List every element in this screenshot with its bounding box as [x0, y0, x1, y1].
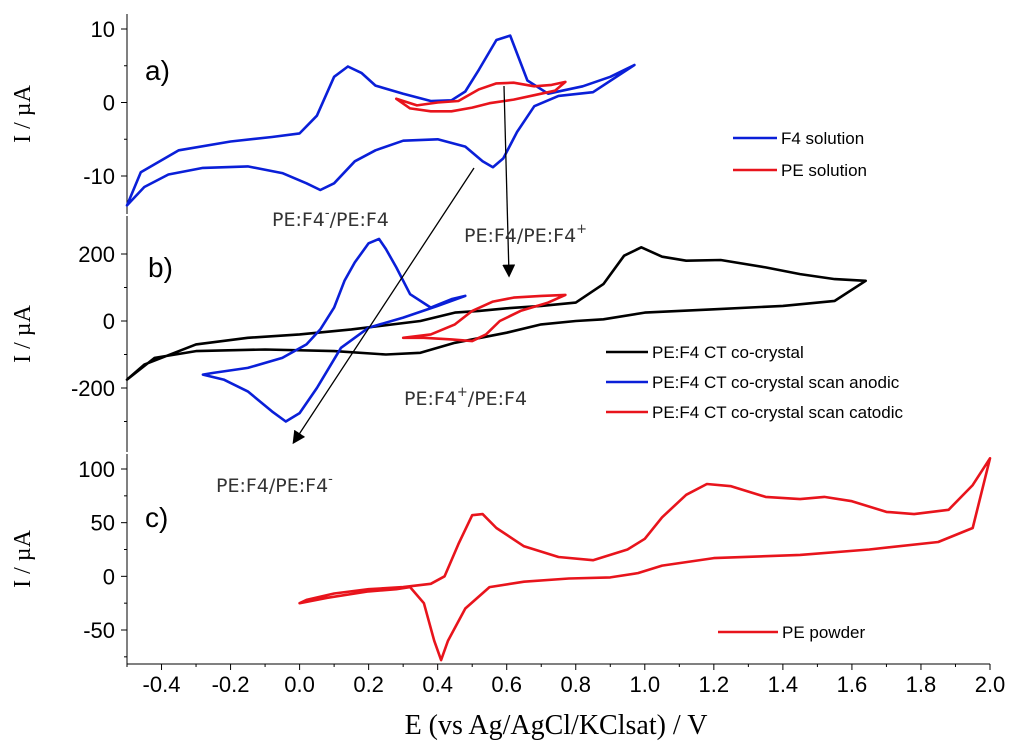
series-line	[125, 34, 636, 207]
panel-a: -10 0 10 I / µA a) F4 solution PE solution	[10, 14, 867, 214]
y-tick-label: 50	[91, 511, 115, 536]
y-tick-label: -50	[83, 618, 115, 643]
legend-entry: PE:F4 CT co-crystal scan anodic	[652, 373, 900, 392]
x-tick-label: 0.6	[491, 672, 522, 697]
panel-label: b)	[148, 252, 173, 283]
x-tick-label: 1.6	[837, 672, 868, 697]
annotation-label-3: PE:F4+/PE:F4	[404, 385, 527, 410]
y-tick-label: 200	[78, 242, 115, 267]
legend-entry: PE:F4 CT co-crystal scan catodic	[652, 403, 903, 422]
series-line	[298, 457, 992, 662]
y-tick-label: 0	[103, 564, 115, 589]
annotation-label-4: PE:F4/PE:F4-	[216, 472, 333, 497]
x-tick-label: 1.0	[630, 672, 661, 697]
arrow-anodic	[292, 167, 475, 445]
x-tick-label: -0.2	[212, 672, 250, 697]
panel-label: a)	[145, 55, 170, 86]
arrow-cathodic	[502, 85, 516, 278]
series-line	[395, 80, 567, 113]
x-tick-label: 0.4	[422, 672, 453, 697]
y-tick-label: 10	[91, 17, 115, 42]
panel-b: -200 0 200 I / µA b) PE:F4 CT co-crystal PE:F4…	[10, 216, 903, 452]
y-tick-label: -200	[71, 376, 115, 401]
x-tick-label: 2.0	[975, 672, 1006, 697]
series-line	[401, 293, 567, 343]
y-axis-title: I / µA	[10, 304, 36, 362]
legend-entry: PE:F4 CT co-crystal	[652, 343, 804, 362]
x-tick-label: 1.4	[768, 672, 799, 697]
y-axis-title: I / µA	[10, 84, 36, 142]
y-tick-label: 100	[78, 457, 115, 482]
panel-label: c)	[145, 502, 168, 533]
x-tick-label: 1.8	[906, 672, 937, 697]
annotation-label-2: PE:F4/PE:F4+	[464, 222, 587, 247]
legend-entry: PE powder	[782, 623, 865, 642]
panel-c: -50 0 50 100 I / µA c) PE powder -0.4 -0.2 0.0 0.2…	[10, 454, 1005, 697]
x-tick-label: -0.4	[143, 672, 181, 697]
annotation-label-1: PE:F4-/PE:F4	[272, 206, 389, 231]
series-line	[201, 237, 467, 423]
y-axis-title: I / µA	[10, 529, 36, 587]
x-tick-label: 0.2	[353, 672, 384, 697]
x-tick-label: 0.8	[560, 672, 591, 697]
x-tick-label: 0.0	[284, 672, 315, 697]
y-tick-label: 0	[103, 91, 115, 116]
x-tick-label: 1.2	[699, 672, 730, 697]
x-axis-title: E (vs Ag/AgCl/KClsat) / V	[405, 710, 708, 741]
y-tick-label: 0	[103, 309, 115, 334]
series-line	[125, 246, 867, 381]
legend-entry: F4 solution	[781, 129, 864, 148]
legend-entry: PE solution	[781, 161, 867, 180]
annotation-arrows	[292, 85, 516, 445]
y-tick-label: -10	[83, 164, 115, 189]
